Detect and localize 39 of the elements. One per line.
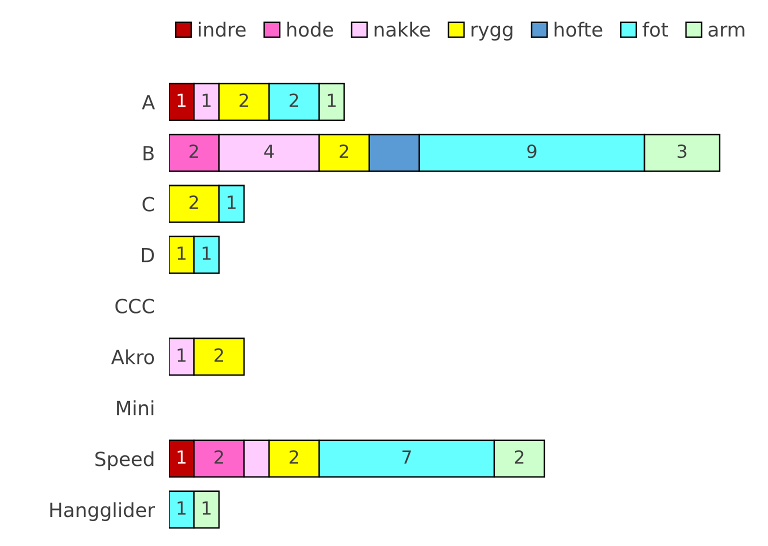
y-tick-label: B bbox=[144, 146, 154, 160]
y-tick-label: A bbox=[142, 95, 155, 110]
data-label: 1 bbox=[202, 501, 211, 515]
data-label: 1 bbox=[178, 348, 186, 362]
y-tick-label: C bbox=[142, 196, 154, 212]
data-label: 2 bbox=[214, 450, 223, 464]
data-label: 2 bbox=[214, 348, 223, 362]
data-label: 1 bbox=[178, 246, 186, 260]
y-tick-label: Speed bbox=[95, 451, 154, 470]
data-label: 1 bbox=[178, 501, 186, 515]
data-label: 2 bbox=[190, 144, 198, 158]
legend-label: nakke bbox=[374, 22, 430, 37]
data-label: 2 bbox=[240, 94, 248, 107]
data-label: 9 bbox=[527, 144, 536, 158]
y-tick-label: CCC bbox=[115, 298, 154, 314]
data-label: 2 bbox=[190, 195, 198, 209]
data-label: 3 bbox=[678, 144, 686, 158]
data-label: 2 bbox=[340, 144, 348, 158]
data-label: 2 bbox=[290, 94, 298, 107]
data-label: 2 bbox=[290, 450, 298, 464]
data-label: 2 bbox=[514, 450, 524, 464]
data-label: 1 bbox=[178, 94, 186, 107]
legend-label: indre bbox=[198, 22, 246, 37]
data-label: 1 bbox=[202, 94, 211, 107]
legend-label: hofte bbox=[554, 22, 602, 37]
legend-label: arm bbox=[708, 26, 744, 37]
data-label: 1 bbox=[328, 94, 336, 107]
legend-label: fot bbox=[642, 22, 668, 37]
legend-label: rygg bbox=[472, 26, 512, 41]
y-tick-label: Hangglider bbox=[50, 502, 156, 522]
data-label: 1 bbox=[228, 196, 236, 209]
data-label: 4 bbox=[264, 144, 274, 158]
data-label: 7 bbox=[402, 450, 411, 464]
data-label: 1 bbox=[202, 246, 211, 260]
data-label: 1 bbox=[178, 450, 186, 464]
legend-label: hode bbox=[287, 22, 334, 37]
y-tick-label: Mini bbox=[117, 400, 154, 416]
y-tick-label: Akro bbox=[111, 349, 154, 364]
y-tick-label: D bbox=[142, 248, 154, 262]
